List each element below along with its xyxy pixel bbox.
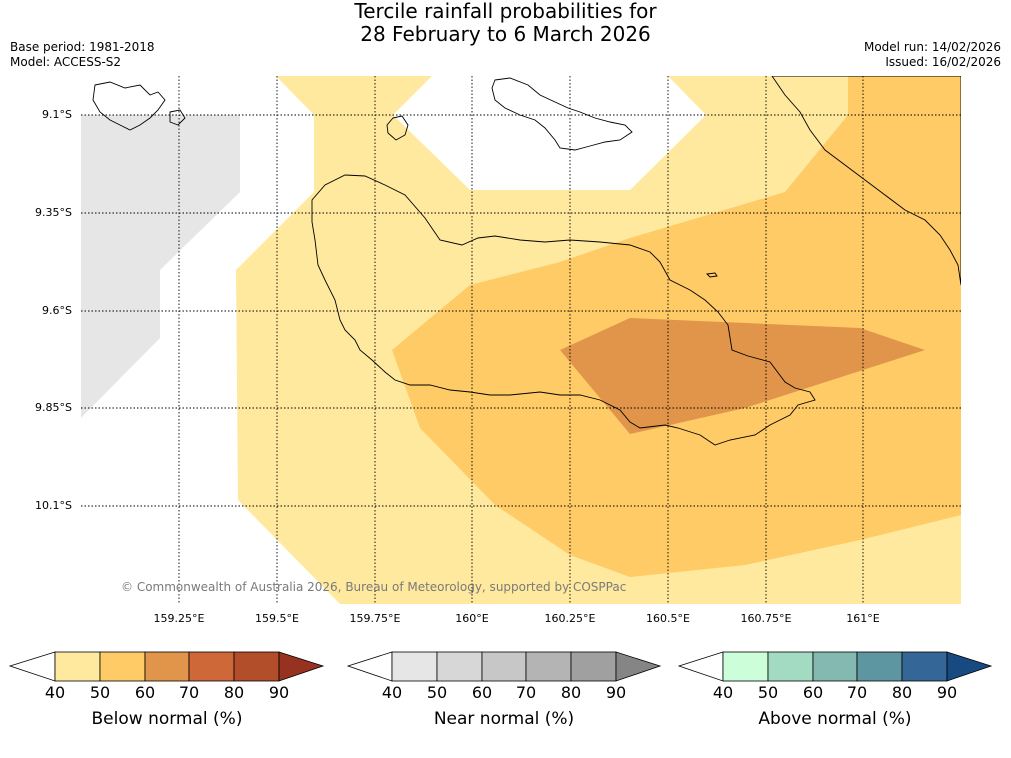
- colorbar-tick: 90: [268, 683, 290, 702]
- lon-label: 160°E: [455, 612, 489, 625]
- colorbar-tick: 60: [802, 683, 824, 702]
- lon-label: 160.75°E: [740, 612, 792, 625]
- meta-right: Model run: 14/02/2026 Issued: 16/02/2026: [864, 40, 1001, 70]
- lon-label: 159.5°E: [255, 612, 299, 625]
- lat-label: 9.85°S: [35, 401, 72, 414]
- colorbar-tick: 50: [757, 683, 779, 702]
- copyright-notice: © Commonwealth of Australia 2026, Bureau…: [121, 580, 627, 594]
- colorbar-near: [346, 651, 662, 682]
- lon-label: 159.75°E: [349, 612, 401, 625]
- colorbar-tick: 90: [936, 683, 958, 702]
- colorbar-near-60: [436, 651, 483, 682]
- colorbar-tick: 40: [44, 683, 66, 702]
- colorbar-tick: 80: [560, 683, 582, 702]
- lon-label: 160.5°E: [646, 612, 690, 625]
- colorbar-above-low-ext: [677, 651, 724, 682]
- below-normal-region-60-70: [560, 318, 925, 434]
- colorbar-near-50: [391, 651, 438, 682]
- colorbar-near-90: [570, 651, 617, 682]
- colorbar-above-80: [856, 651, 903, 682]
- colorbar-above-70: [812, 651, 858, 682]
- colorbar-near-title: Near normal (%): [433, 709, 575, 729]
- colorbar-near-low-ext: [346, 651, 393, 682]
- model-run: Model run: 14/02/2026: [863, 40, 1001, 54]
- base-period: Base period: 1981-2018: [10, 40, 155, 54]
- colorbar-below-70: [144, 651, 190, 682]
- colorbar-below-90: [233, 651, 280, 682]
- colorbar-above-50: [722, 651, 769, 682]
- colorbar-tick: 50: [426, 683, 448, 702]
- colorbar-below-title: Below normal (%): [91, 709, 243, 729]
- malaita-coast: [771, 76, 961, 286]
- colorbar-tick: 50: [89, 683, 111, 702]
- lat-label: 10.1°S: [35, 499, 72, 512]
- lon-label: 159.25°E: [153, 612, 205, 625]
- colorbar-near-high-ext: [615, 651, 662, 682]
- colorbar-tick: 70: [846, 683, 868, 702]
- title-line-1: Tercile rainfall probabilities for: [354, 0, 657, 23]
- colorbar-tick: 40: [712, 683, 734, 702]
- issued-date: Issued: 16/02/2026: [885, 55, 1001, 69]
- colorbar-below: [8, 651, 325, 682]
- colorbar-tick: 90: [605, 683, 627, 702]
- colorbar-near-70: [481, 651, 527, 682]
- savo-island: [386, 115, 409, 141]
- coastlines: [92, 76, 961, 446]
- near-normal-region-40-50: [81, 76, 240, 418]
- lon-label: 161°E: [846, 612, 880, 625]
- lat-label: 9.6°S: [42, 304, 72, 317]
- colorbar-tick: 80: [891, 683, 913, 702]
- russell-islands-east: [169, 109, 186, 126]
- colorbar-below-80: [188, 651, 235, 682]
- russell-islands: [92, 81, 166, 131]
- model-name: Model: ACCESS-S2: [10, 55, 122, 69]
- colorbar-above-90: [901, 651, 948, 682]
- colorbar-tick: 60: [134, 683, 156, 702]
- colorbar-tick: 40: [381, 683, 403, 702]
- small-islet: [706, 272, 718, 278]
- colorbar-below-50: [54, 651, 101, 682]
- colorbar-below-low-ext: [8, 651, 56, 682]
- lon-label: 160.25°E: [544, 612, 596, 625]
- colorbar-above: [677, 651, 993, 682]
- florida-islands: [491, 77, 633, 151]
- meta-left: Base period: 1981-2018 Model: ACCESS-S2: [10, 40, 155, 70]
- colorbar-tick: 80: [223, 683, 245, 702]
- colorbar-below-60: [99, 651, 146, 682]
- map-title: Tercile rainfall probabilities for 28 Fe…: [0, 0, 1011, 46]
- colorbar-tick: 70: [178, 683, 200, 702]
- colorbar-tick: 70: [515, 683, 537, 702]
- colorbar-above-title: Above normal (%): [758, 709, 912, 729]
- lat-label: 9.1°S: [42, 108, 72, 121]
- colorbar-near-80: [525, 651, 572, 682]
- colorbar-above-high-ext: [946, 651, 993, 682]
- colorbar-below-high-ext: [278, 651, 325, 682]
- gridlines: [81, 76, 961, 604]
- guadalcanal-coast: [311, 174, 816, 446]
- lat-label: 9.35°S: [35, 206, 72, 219]
- colorbar-tick: 60: [471, 683, 493, 702]
- colorbar-above-60: [767, 651, 814, 682]
- title-line-2: 28 February to 6 March 2026: [360, 22, 651, 46]
